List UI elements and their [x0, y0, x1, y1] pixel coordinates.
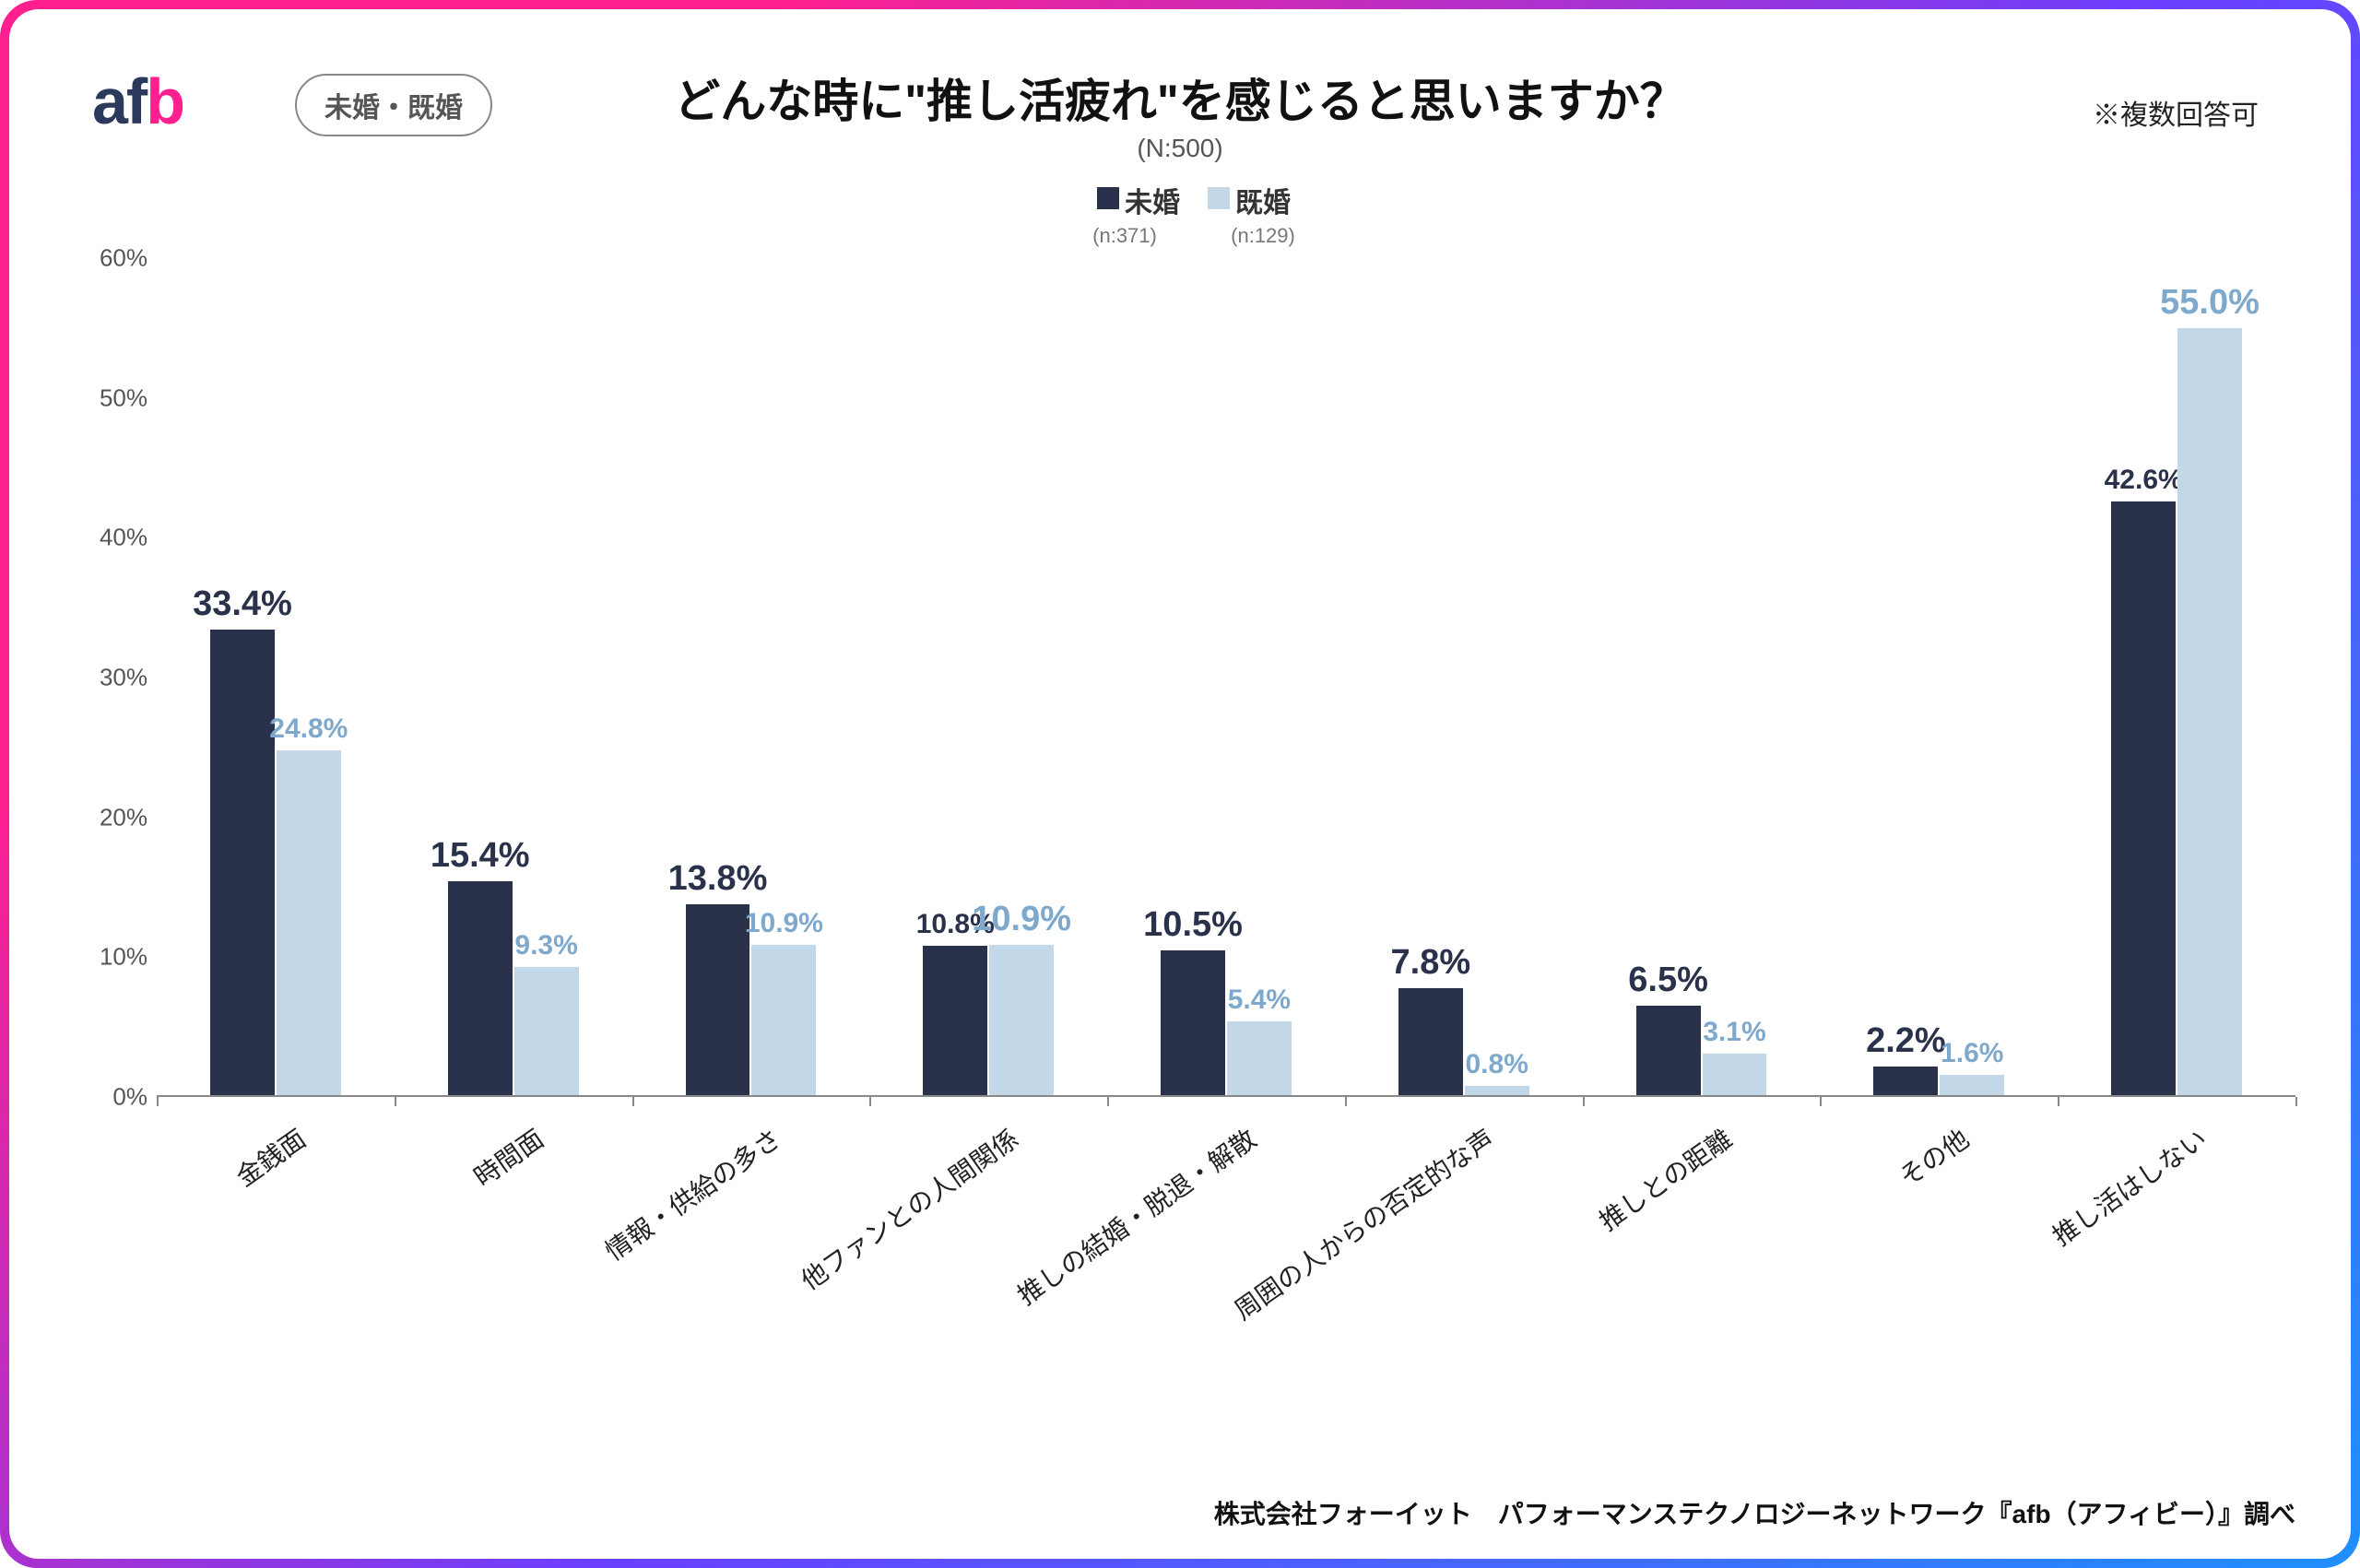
grid-line — [157, 398, 2295, 399]
gradient-frame: afb 未婚・既婚 どんな時に"推し活疲れ"を感じると思いますか？ (N:500… — [0, 0, 2360, 1568]
y-tick-label: 40% — [100, 524, 148, 552]
legend-item: 未婚 — [1069, 180, 1180, 220]
x-tick-mark — [2295, 1097, 2297, 1106]
plot-area: 33.4%24.8%金銭面15.4%9.3%時間面13.8%10.9%情報・供給… — [157, 258, 2295, 1097]
bar-series-0: 10.5% — [1161, 950, 1225, 1097]
bar-value-label: 9.3% — [514, 930, 577, 967]
bar-series-1: 24.8% — [277, 750, 341, 1097]
chart-card: afb 未婚・既婚 どんな時に"推し活疲れ"を感じると思いますか？ (N:500… — [9, 9, 2351, 1559]
bar-series-1: 1.6% — [1940, 1075, 2004, 1097]
category-label: 金銭面 — [218, 1104, 313, 1194]
bar-value-label: 10.5% — [1143, 905, 1243, 950]
bar-series-1: 10.9% — [989, 945, 1054, 1097]
y-tick-label: 0% — [112, 1083, 148, 1112]
legend-item: 既婚 — [1180, 180, 1291, 220]
x-tick-mark — [1583, 1097, 1585, 1106]
category-label: 推し活はしない — [2034, 1104, 2213, 1254]
bar-value-label: 2.2% — [1866, 1021, 1946, 1067]
x-tick-mark — [1820, 1097, 1822, 1106]
legend-count: (n:129) — [1208, 224, 1318, 248]
category-label: 情報・供給の多さ — [587, 1104, 788, 1268]
bar-value-label: 7.8% — [1391, 943, 1471, 988]
grid-line — [157, 537, 2295, 538]
bar-value-label: 24.8% — [269, 713, 348, 750]
y-tick-label: 10% — [100, 943, 148, 972]
y-tick-label: 50% — [100, 383, 148, 412]
bar-value-label: 3.1% — [1703, 1017, 1765, 1054]
bar-value-label: 13.8% — [668, 859, 768, 904]
bar-series-1: 9.3% — [514, 967, 579, 1097]
bar-series-1: 55.0% — [2177, 328, 2242, 1097]
legend: 未婚 既婚 (n:371) (n:129) — [65, 180, 2295, 248]
bar-value-label: 5.4% — [1228, 984, 1291, 1021]
chart-note: ※複数回答可 — [2093, 92, 2259, 133]
x-tick-mark — [869, 1097, 871, 1106]
legend-swatch — [1097, 187, 1119, 209]
bar-series-0: 6.5% — [1636, 1006, 1701, 1097]
bar-value-label: 10.9% — [745, 908, 823, 945]
x-tick-mark — [2058, 1097, 2059, 1106]
grid-line — [157, 818, 2295, 819]
category-label: 時間面 — [455, 1104, 550, 1194]
y-tick-label: 20% — [100, 803, 148, 831]
legend-label: 未婚 — [1125, 188, 1180, 218]
x-tick-mark — [157, 1097, 159, 1106]
x-tick-mark — [632, 1097, 634, 1106]
x-axis-line — [157, 1095, 2295, 1097]
bar-value-label: 15.4% — [431, 836, 530, 881]
header: afb 未婚・既婚 どんな時に"推し活疲れ"を感じると思いますか？ (N:500… — [65, 55, 2295, 203]
legend-label: 既婚 — [1235, 188, 1291, 218]
category-label: その他 — [1881, 1104, 1976, 1194]
y-axis: 0%10%20%30%40%50%60% — [83, 258, 157, 1097]
chart-title: どんな時に"推し活疲れ"を感じると思いますか？ — [65, 65, 2295, 131]
bar-value-label: 33.4% — [193, 584, 292, 630]
bar-value-label: 6.5% — [1628, 961, 1708, 1006]
bar-series-0: 15.4% — [448, 881, 513, 1097]
bar-value-label: 55.0% — [2160, 283, 2260, 328]
y-tick-label: 30% — [100, 664, 148, 692]
category-label: 他ファンとの人間関係 — [783, 1104, 1026, 1298]
x-tick-mark — [1345, 1097, 1347, 1106]
bar-value-label: 42.6% — [2105, 465, 2183, 501]
footer-credit: 株式会社フォーイット パフォーマンステクノロジーネットワーク『afb（アフィビー… — [1214, 1494, 2295, 1531]
x-tick-mark — [1107, 1097, 1109, 1106]
bar-value-label: 1.6% — [1941, 1038, 2003, 1075]
legend-swatch — [1208, 187, 1230, 209]
bar-value-label: 10.9% — [972, 900, 1071, 945]
bar-value-label: 0.8% — [1465, 1049, 1528, 1086]
bar-series-0: 10.8% — [923, 946, 987, 1097]
bar-series-1: 3.1% — [1703, 1054, 1767, 1097]
bar-series-1: 5.4% — [1227, 1021, 1292, 1097]
bar-series-0: 42.6% — [2111, 501, 2176, 1097]
bar-series-0: 13.8% — [686, 904, 750, 1097]
grid-line — [157, 957, 2295, 958]
category-label: 周囲の人からの否定的な声 — [1215, 1104, 1501, 1327]
y-tick-label: 60% — [100, 244, 148, 273]
category-label: 推しとの距離 — [1580, 1104, 1739, 1238]
bar-series-0: 33.4% — [210, 630, 275, 1097]
bar-series-0: 7.8% — [1398, 988, 1463, 1097]
bar-series-1: 10.9% — [751, 945, 816, 1097]
chart-subtitle: (N:500) — [65, 134, 2295, 163]
grid-line — [157, 258, 2295, 259]
bar-series-0: 2.2% — [1873, 1067, 1938, 1097]
chart-area: 0%10%20%30%40%50%60% 33.4%24.8%金銭面15.4%9… — [83, 258, 2295, 1467]
x-tick-mark — [395, 1097, 396, 1106]
legend-count: (n:371) — [1069, 224, 1180, 248]
